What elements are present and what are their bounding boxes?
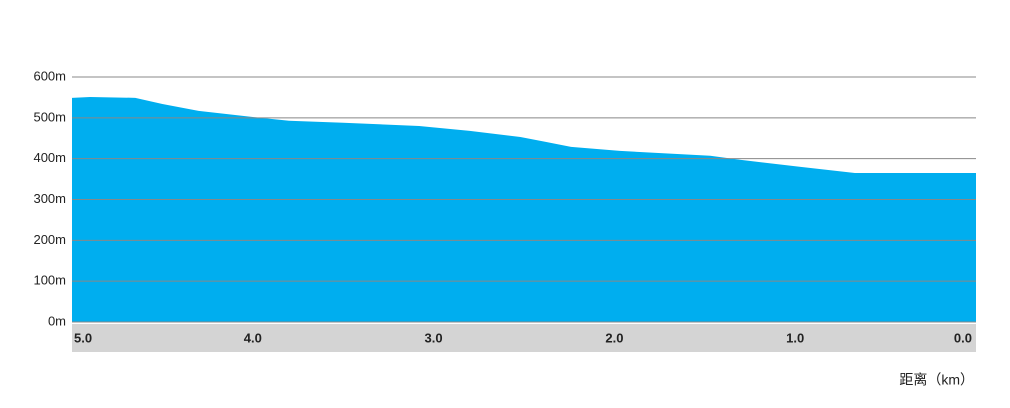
elevation-area bbox=[72, 97, 976, 322]
x-axis-band bbox=[72, 324, 976, 352]
y-tick-label: 200m bbox=[33, 232, 66, 247]
x-tick-label: 5.0 bbox=[74, 330, 92, 345]
y-tick-label: 300m bbox=[33, 191, 66, 206]
x-tick-label: 0.0 bbox=[954, 330, 972, 345]
x-tick-label: 1.0 bbox=[786, 330, 804, 345]
y-tick-label: 400m bbox=[33, 150, 66, 165]
y-tick-label: 500m bbox=[33, 109, 66, 124]
x-tick-label: 4.0 bbox=[244, 330, 262, 345]
y-tick-label: 100m bbox=[33, 273, 66, 288]
x-tick-label: 2.0 bbox=[605, 330, 623, 345]
x-tick-label: 3.0 bbox=[425, 330, 443, 345]
x-axis-label: 距离（km） bbox=[899, 372, 974, 388]
y-tick-label: 0m bbox=[48, 313, 66, 328]
y-tick-label: 600m bbox=[33, 68, 66, 83]
